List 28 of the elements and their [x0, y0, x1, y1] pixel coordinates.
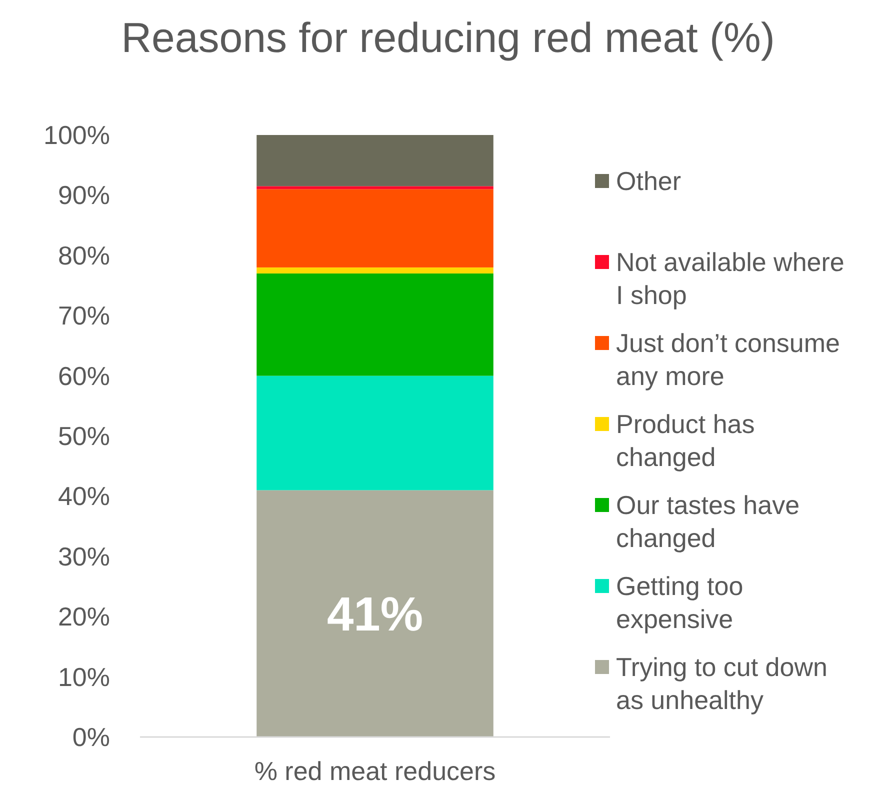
y-tick-label: 0% — [72, 722, 110, 752]
bar — [256, 376, 494, 490]
bar — [256, 490, 494, 737]
legend-label: Other — [616, 166, 682, 196]
y-tick-label: 80% — [58, 240, 110, 270]
bar — [256, 135, 494, 186]
x-tick-label: % red meat reducers — [254, 756, 496, 786]
y-tick-label: 20% — [58, 602, 110, 632]
y-tick-label: 30% — [58, 541, 110, 572]
y-tick-label: 50% — [58, 421, 110, 451]
bar — [256, 189, 494, 268]
y-tick-label: 70% — [58, 300, 110, 331]
y-tick-label: 10% — [58, 662, 110, 692]
data-label: 41% — [326, 588, 424, 642]
bar — [256, 273, 494, 376]
chart-title: Reasons for reducing red meat (%) — [121, 14, 775, 61]
y-tick-label: 60% — [58, 360, 110, 391]
legend-label: Our tastes have changed — [616, 490, 800, 553]
y-tick-label: 100% — [44, 120, 110, 150]
bar — [256, 186, 494, 190]
bar — [256, 267, 494, 274]
y-tick-label: 90% — [58, 180, 110, 210]
legend-label: Trying to cut down as unhealthy — [616, 652, 828, 715]
legend-label: Not available where I shop — [616, 247, 844, 310]
legend-label: Getting too expensive — [616, 571, 744, 634]
y-tick-label: 40% — [58, 481, 110, 512]
legend-label: Product has changed — [616, 409, 755, 472]
legend-label: Just don’t consume any more — [616, 328, 840, 391]
